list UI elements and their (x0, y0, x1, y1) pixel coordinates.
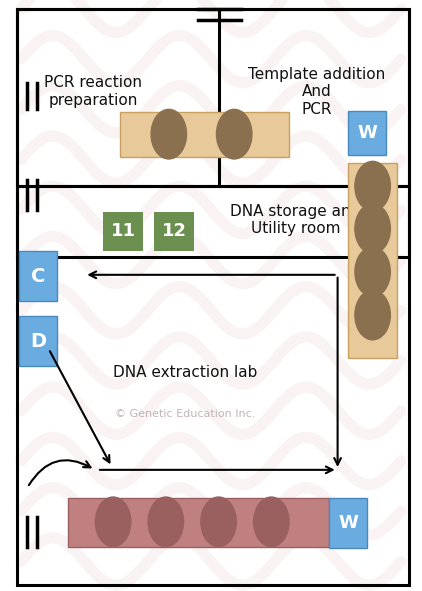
Circle shape (151, 109, 187, 159)
Bar (348, 163, 397, 358)
Circle shape (201, 497, 236, 547)
Text: PCR reaction
preparation: PCR reaction preparation (44, 76, 142, 108)
Circle shape (355, 161, 390, 211)
Circle shape (355, 204, 390, 254)
Text: © Genetic Education Inc.: © Genetic Education Inc. (116, 409, 256, 418)
Bar (120, 112, 289, 157)
Bar (68, 498, 329, 547)
Text: Template addition
And
PCR: Template addition And PCR (248, 67, 385, 116)
Circle shape (216, 109, 252, 159)
Bar (329, 498, 367, 548)
Text: DNA extraction lab: DNA extraction lab (114, 365, 258, 380)
Text: W: W (338, 514, 358, 532)
Text: DNA storage and
Utility room: DNA storage and Utility room (230, 204, 360, 236)
Bar (348, 111, 386, 155)
Bar (154, 212, 194, 251)
Text: D: D (30, 332, 46, 351)
Bar (19, 316, 57, 366)
Text: 11: 11 (111, 222, 136, 241)
Bar (17, 186, 409, 257)
Text: 12: 12 (162, 222, 187, 241)
Bar (17, 9, 409, 186)
Circle shape (355, 290, 390, 340)
Circle shape (254, 497, 289, 547)
Bar (103, 212, 143, 251)
Circle shape (148, 497, 184, 547)
Text: W: W (357, 124, 377, 142)
Text: C: C (31, 267, 45, 286)
Circle shape (355, 247, 390, 297)
FancyArrowPatch shape (29, 460, 90, 485)
Bar (19, 251, 57, 301)
Circle shape (95, 497, 131, 547)
